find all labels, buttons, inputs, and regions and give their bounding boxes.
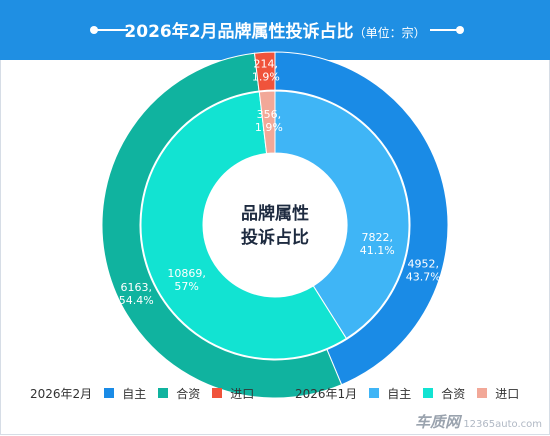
watermark-site: 12365auto.com xyxy=(463,419,542,430)
legend-label-feb-jv: 合资 xyxy=(176,386,201,401)
header-line-left xyxy=(95,29,128,31)
outer-slice-domestic xyxy=(274,51,449,386)
outer-value-label-domestic: 4952, xyxy=(407,257,439,270)
legend-swatch-feb-import xyxy=(212,388,223,398)
outer-label-import: 214, 1.9% xyxy=(252,57,280,83)
inner-label-import: 356, 1.9% xyxy=(255,108,283,134)
legend-label-feb-domestic: 自主 xyxy=(122,386,147,401)
outer-label-jv: 6163, 54.4% xyxy=(119,281,154,307)
chart-header: 2026年2月品牌属性投诉占比（单位：宗） xyxy=(0,0,550,60)
legend-swatch-jan-import xyxy=(477,388,488,398)
watermark: 车质网 12365auto.com xyxy=(415,411,542,432)
center-hole xyxy=(203,153,347,297)
outer-percent-label-import: 1.9% xyxy=(252,70,280,83)
inner-percent-label-domestic: 41.1% xyxy=(360,244,395,257)
inner-percent-label-import: 1.9% xyxy=(255,121,283,134)
legend-label-jan-import: 进口 xyxy=(495,386,520,401)
chart-title-unit: （单位：宗） xyxy=(353,26,426,40)
outer-percent-label-jv: 54.4% xyxy=(119,294,154,307)
inner-label-jv: 10869, 57% xyxy=(167,267,206,293)
outer-percent-label-domestic: 43.7% xyxy=(406,270,441,283)
outer-ring xyxy=(101,51,449,399)
inner-percent-label-jv: 57% xyxy=(174,280,198,293)
outer-value-label-import: 214, xyxy=(254,57,279,70)
legend-feb: 2026年2月 自主 合资 进口 xyxy=(30,384,266,402)
legend-item-feb-jv: 合资 xyxy=(158,385,200,402)
legend-swatch-jan-domestic xyxy=(369,388,380,398)
header-line-right xyxy=(430,29,463,31)
legend-item-feb-domestic: 自主 xyxy=(104,385,146,402)
outer-slice-import xyxy=(253,51,276,92)
legend-swatch-feb-domestic xyxy=(104,388,115,398)
outer-label-domestic: 4952, 43.7% xyxy=(406,257,441,283)
legend-label-jan-jv: 合资 xyxy=(441,386,466,401)
legend-label-jan-domestic: 自主 xyxy=(387,386,412,401)
legend-swatch-feb-jv xyxy=(158,388,169,398)
inner-label-domestic: 7822, 41.1% xyxy=(360,231,395,257)
outer-slice-jv xyxy=(101,52,343,399)
chart-title: 2026年2月品牌属性投诉占比（单位：宗） xyxy=(0,17,550,42)
legend-jan: 2026年1月 自主 合资 进口 xyxy=(295,384,531,402)
legend-item-jan-domestic: 自主 xyxy=(369,385,411,402)
center-label-line2: 投诉占比 xyxy=(241,227,309,248)
slice-labels: 4952, 43.7%6163, 54.4%214, 1.9%7822, 41.1%10… xyxy=(119,57,441,307)
header-dot-right xyxy=(456,26,464,34)
legend-period-feb: 2026年2月 xyxy=(30,386,93,401)
center-label-line1: 品牌属性 xyxy=(241,203,309,224)
watermark-brand: 车质网 xyxy=(415,413,461,431)
inner-value-label-import: 356, xyxy=(257,108,282,121)
legend-item-jan-import: 进口 xyxy=(477,385,519,402)
legend-swatch-jan-jv xyxy=(423,388,434,398)
outer-value-label-jv: 6163, xyxy=(121,281,153,294)
legend-label-feb-import: 进口 xyxy=(230,386,255,401)
legend-period-jan: 2026年1月 xyxy=(295,386,358,401)
inner-value-label-jv: 10869, xyxy=(167,267,206,280)
header-dot-left xyxy=(90,26,98,34)
legend-item-feb-import: 进口 xyxy=(212,385,254,402)
inner-value-label-domestic: 7822, xyxy=(361,231,393,244)
chart-title-text: 2026年2月品牌属性投诉占比 xyxy=(124,22,354,42)
legend-item-jan-jv: 合资 xyxy=(423,385,465,402)
